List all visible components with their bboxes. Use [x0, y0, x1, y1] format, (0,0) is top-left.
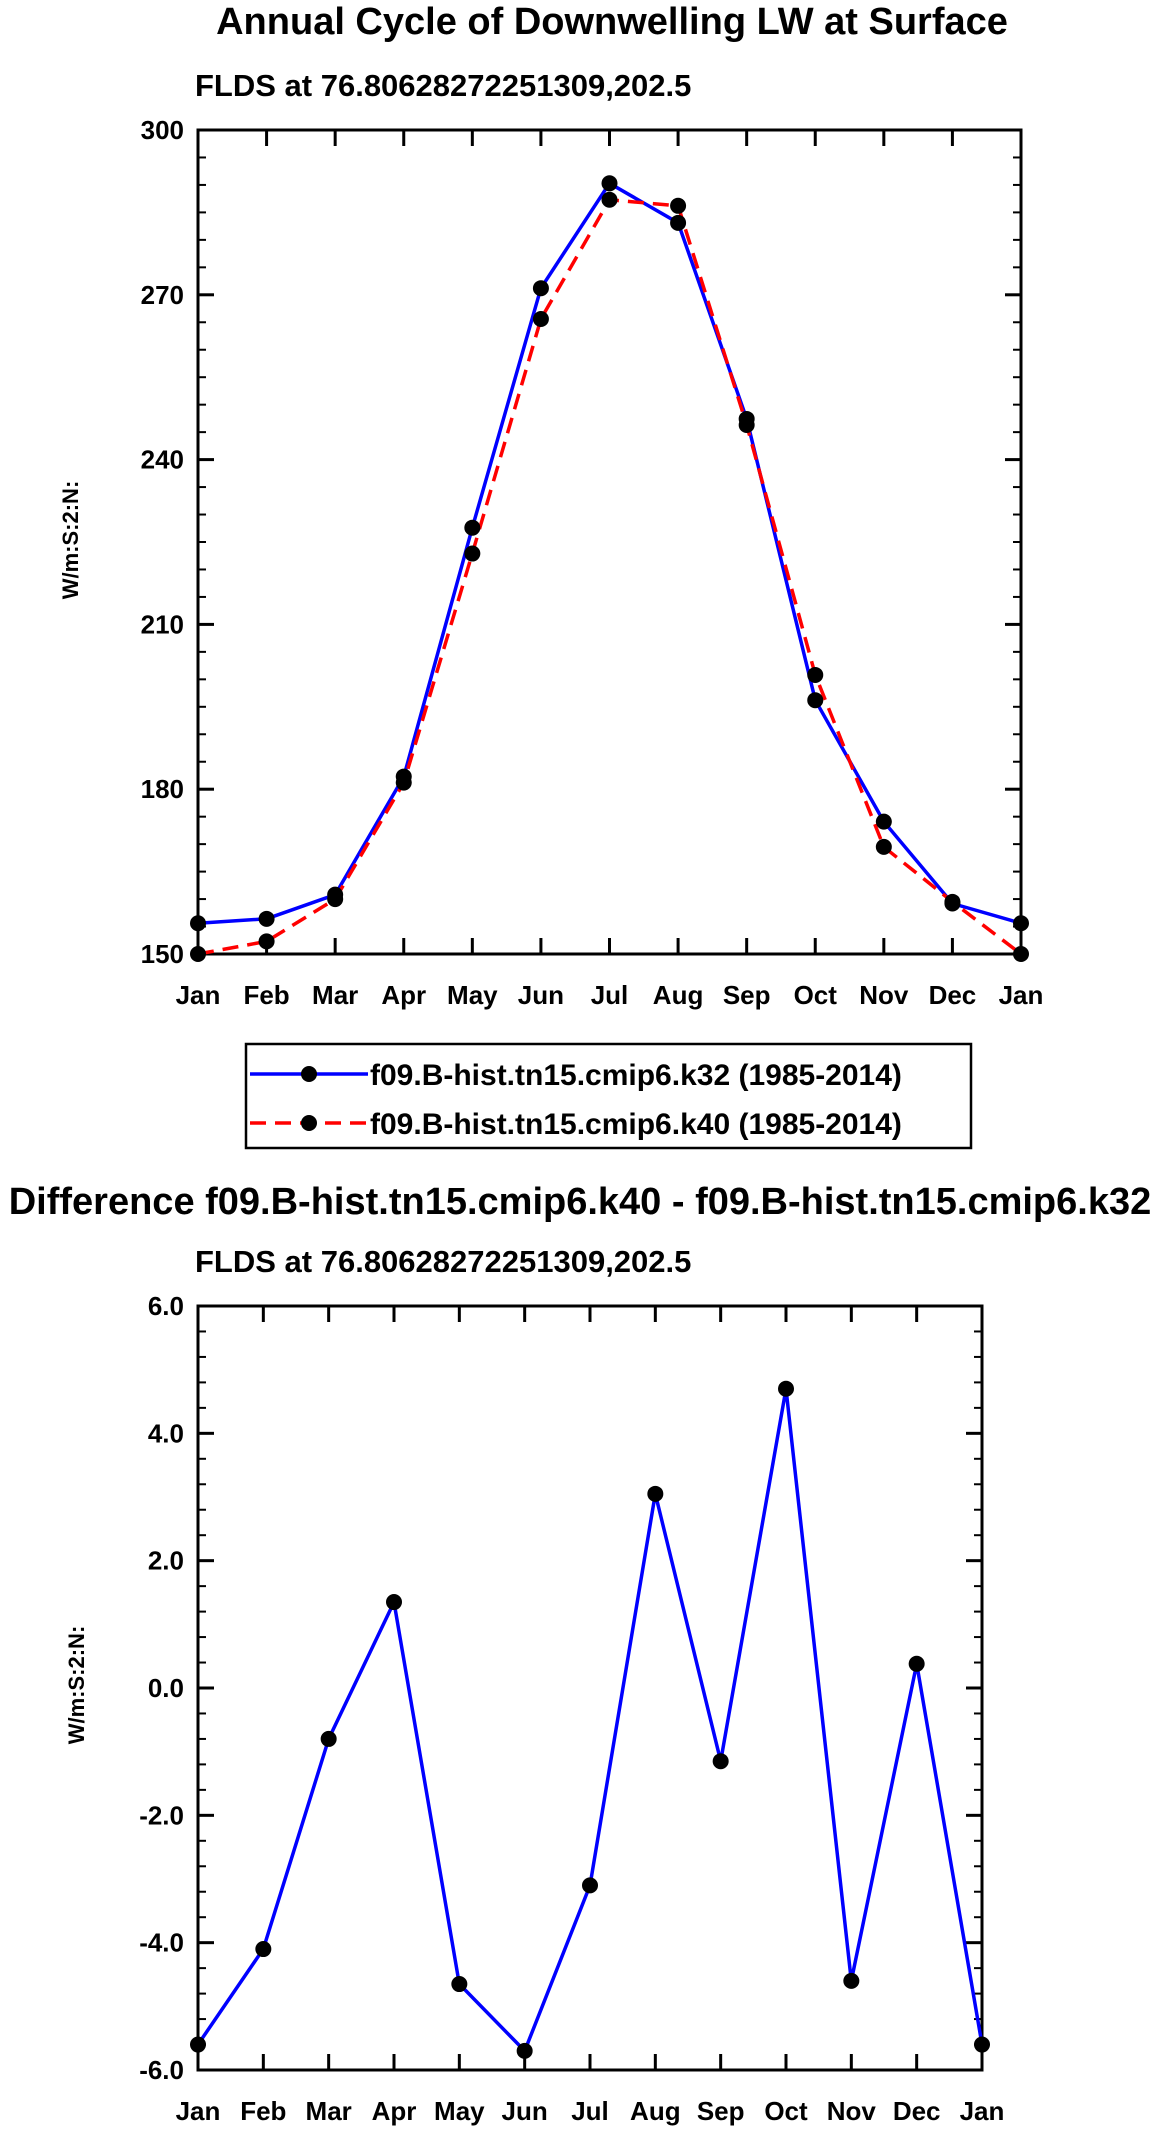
series-line-0	[196, 1387, 984, 2053]
y-tick-label: 4.0	[148, 1418, 184, 1448]
data-point-s0-6	[601, 175, 618, 192]
x-tick-label: Feb	[240, 2096, 286, 2126]
data-point-s0-0	[190, 2036, 206, 2053]
series-line-1	[197, 198, 1023, 956]
data-point-s0-7	[670, 214, 687, 231]
x-tick-label: Sep	[697, 2096, 745, 2126]
x-tick-label: Jan	[176, 980, 221, 1010]
series-line-0	[197, 181, 1022, 925]
x-tick-label: Jan	[176, 2096, 221, 2126]
y-tick-label: 150	[141, 939, 184, 969]
y-tick-label: -4.0	[139, 1928, 184, 1958]
x-tick-label: Aug	[653, 980, 704, 1010]
plot-frame	[196, 128, 1023, 956]
data-point-s1-5	[532, 310, 549, 327]
x-tick-label: Mar	[312, 980, 358, 1010]
y-tick-label: 180	[141, 774, 184, 804]
data-point-s1-1	[258, 933, 275, 950]
x-tick-label: Dec	[929, 980, 977, 1010]
legend-marker-k32	[301, 1066, 317, 1082]
data-point-s0-0	[190, 915, 206, 932]
data-point-s0-1	[258, 910, 275, 927]
chart-subtitle: FLDS at 76.80628272251309,202.5	[195, 68, 691, 103]
data-point-s1-8	[738, 416, 755, 433]
chart-subtitle: FLDS at 76.80628272251309,202.5	[195, 1244, 691, 1279]
data-point-s0-12	[974, 2036, 990, 2053]
x-tick-label: Aug	[630, 2096, 681, 2126]
x-tick-label: Jun	[518, 980, 564, 1010]
x-tick-label: Nov	[827, 2096, 877, 2126]
legend-entry-k40: f09.B-hist.tn15.cmip6.k40 (1985-2014)	[250, 1108, 902, 1141]
x-tick-label: Jul	[591, 980, 629, 1010]
data-point-s0-8	[712, 1753, 729, 1770]
x-tick-label: Jul	[571, 2096, 609, 2126]
y-axis-label: W/m:S:2:N:	[64, 1626, 89, 1745]
legend-entry-k32: f09.B-hist.tn15.cmip6.k32 (1985-2014)	[250, 1059, 902, 1092]
data-point-s0-10	[843, 1972, 860, 1989]
data-point-s1-2	[327, 891, 344, 908]
data-point-s1-3	[395, 774, 412, 791]
x-tick-label: Oct	[764, 2096, 808, 2126]
x-tick-label: Jan	[960, 2096, 1005, 2126]
legend-marker-k40	[301, 1115, 317, 1131]
x-tick-label: Oct	[794, 980, 838, 1010]
x-tick-label: May	[434, 2096, 485, 2126]
legend-label-k40: f09.B-hist.tn15.cmip6.k40 (1985-2014)	[370, 1108, 902, 1141]
data-point-s0-12	[1013, 915, 1029, 932]
data-point-s1-7	[670, 197, 687, 214]
x-tick-label: Apr	[381, 980, 426, 1010]
y-tick-label: 0.0	[148, 1673, 184, 1703]
y-tick-label: -6.0	[139, 2055, 184, 2085]
y-axis-label: W/m:S:2:N:	[58, 481, 83, 600]
data-point-s0-7	[647, 1485, 664, 1502]
data-point-s0-4	[464, 519, 481, 536]
x-tick-label: Nov	[859, 980, 909, 1010]
x-tick-label: Dec	[893, 2096, 941, 2126]
annual-cycle-chart: Annual Cycle of Downwelling LW at Surfac…	[58, 1, 1044, 1150]
legend-label-k32: f09.B-hist.tn15.cmip6.k32 (1985-2014)	[370, 1059, 902, 1092]
y-tick-label: 240	[141, 445, 184, 475]
data-point-s1-11	[944, 893, 961, 910]
data-point-s0-6	[582, 1877, 598, 1894]
plot-frame	[196, 1304, 984, 2072]
data-point-s1-10	[875, 838, 892, 855]
data-point-s0-3	[386, 1594, 402, 1611]
legend-box	[244, 1042, 973, 1150]
data-point-s0-9	[778, 1380, 794, 1397]
x-tick-label: Mar	[306, 2096, 352, 2126]
chart-title: Difference f09.B-hist.tn15.cmip6.k40 - f…	[9, 1181, 1152, 1223]
x-tick-label: Sep	[723, 980, 771, 1010]
x-tick-label: Feb	[243, 980, 289, 1010]
data-point-s1-9	[807, 666, 824, 683]
plot-area: 150 180 210 240 270 300 Jan Feb Mar Apr May Jun Jul A…	[141, 115, 1044, 1010]
data-point-s0-4	[451, 1976, 468, 1993]
data-point-s0-11	[908, 1655, 925, 1672]
data-point-s1-12	[1013, 946, 1029, 962]
x-tick-label: Jun	[502, 2096, 548, 2126]
chart-title: Annual Cycle of Downwelling LW at Surfac…	[216, 1, 1008, 43]
y-tick-label: 2.0	[148, 1546, 184, 1576]
data-point-s0-10	[875, 813, 892, 830]
data-point-s1-6	[601, 191, 618, 208]
difference-chart: Difference f09.B-hist.tn15.cmip6.k40 - f…	[9, 1181, 1152, 2126]
data-point-s0-2	[320, 1730, 337, 1747]
data-point-s0-1	[255, 1941, 272, 1958]
y-tick-label: 6.0	[148, 1291, 184, 1321]
x-tick-label: May	[447, 980, 498, 1010]
y-tick-label: 210	[141, 609, 184, 639]
y-tick-label: -2.0	[139, 1800, 184, 1830]
data-point-s0-5	[532, 280, 549, 297]
data-point-s0-5	[516, 2042, 533, 2059]
plot-area: -6.0 -4.0 -2.0 0.0 2.0 4.0 6.0 Jan Feb Mar Apr May J…	[139, 1291, 1004, 2126]
data-point-s1-4	[464, 545, 481, 562]
x-tick-label: Jan	[999, 980, 1044, 1010]
y-tick-label: 270	[141, 280, 184, 310]
data-point-s0-9	[807, 692, 824, 709]
x-tick-label: Apr	[372, 2096, 417, 2126]
y-tick-label: 300	[141, 115, 184, 145]
legend: f09.B-hist.tn15.cmip6.k32 (1985-2014) f0…	[244, 1042, 973, 1150]
data-point-s1-0	[190, 946, 206, 962]
